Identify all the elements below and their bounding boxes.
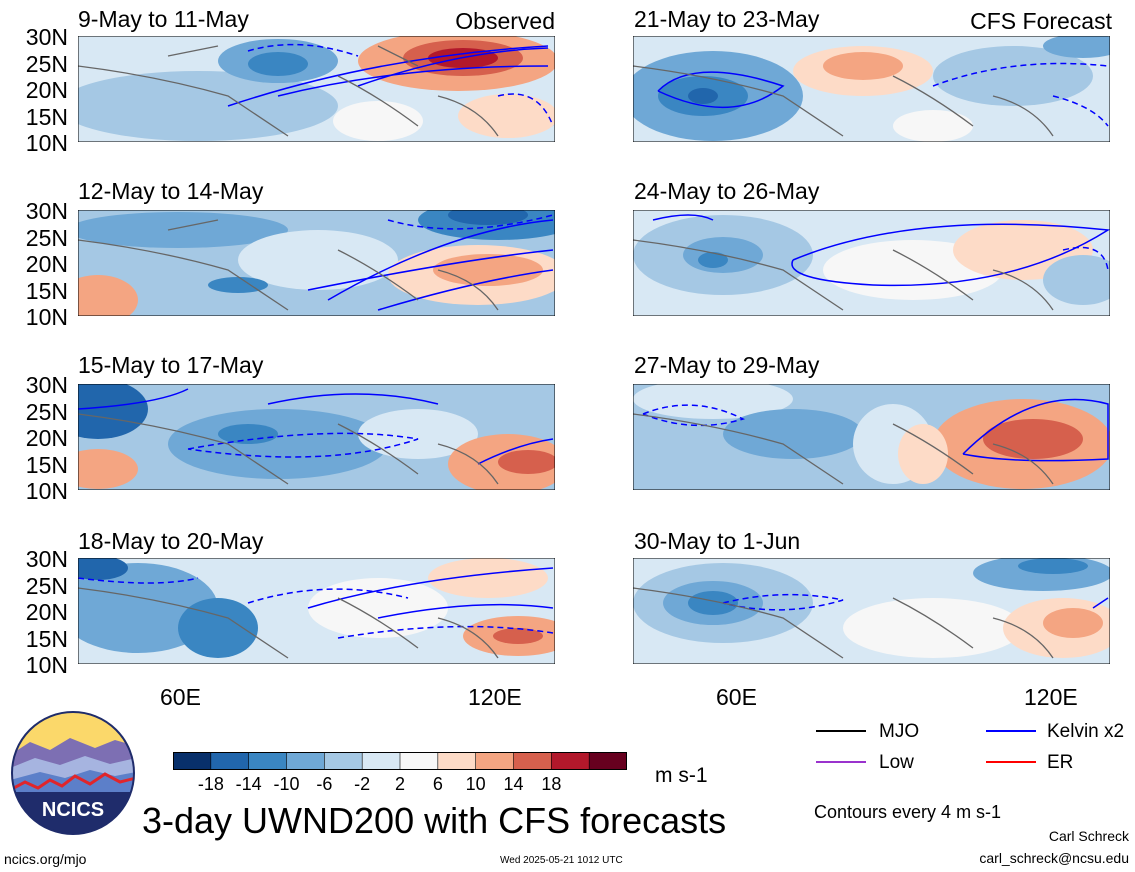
colorbar-tick-label: 6 [432,774,443,794]
legend-swatch-low [816,761,866,763]
colorbar-swatch [399,751,439,771]
author-name: Carl Schreck [1048,828,1129,844]
colorbar-tick-label: -14 [235,774,262,794]
colorbar [172,751,628,771]
lat-label-15n: 15N [25,452,68,478]
legend-label-kelvin: Kelvin x2 [1047,721,1125,742]
legend-label-low: Low [879,752,914,773]
map-panel-forecast-3 [633,384,1110,490]
lat-label-20n: 20N [25,599,68,625]
lat-label-10n: 10N [25,130,68,156]
panel-title-4: 18-May to 20-May [78,528,264,554]
figure-title: 3-day UWND200 with CFS forecasts [142,800,727,841]
timestamp: Wed 2025-05-21 1012 UTC [500,855,623,866]
panel-title-1: 9-May to 11-May [78,6,249,32]
logo-text: NCICS [42,799,104,821]
colorbar-swatch [437,751,477,771]
colorbar-swatch [286,751,326,771]
colorbar-tick-label: -10 [273,774,300,794]
colorbar-swatch [324,751,363,771]
legend-swatch-mjo [816,730,866,732]
lat-label-10n: 10N [25,304,68,330]
panel-title-5: 21-May to 23-May [634,6,820,32]
legend-label-mjo: MJO [879,721,920,742]
panel-title-2: 12-May to 14-May [78,178,264,204]
colorbar-tick-label: -6 [316,774,333,794]
lat-label-15n: 15N [25,278,68,304]
panel-title-6: 24-May to 26-May [634,178,820,204]
colorbar-swatch [475,751,515,771]
colorbar-swatch [588,751,628,771]
forecast-tag: CFS Forecast [970,8,1112,34]
observed-tag: Observed [455,8,555,34]
colorbar-tick-label: 2 [394,774,406,794]
ncics-logo: NCICS [11,711,135,835]
legend-swatch-kelvin [986,730,1036,732]
lat-label-15n: 15N [25,626,68,652]
colorbar-tick-label: 10 [465,774,486,794]
units-label: m s-1 [655,764,708,787]
lat-label-25n: 25N [25,573,68,599]
map-panel-observed-1 [78,36,555,142]
lon-label-120e-left: 120E [468,684,522,710]
lat-label-30n: 30N [25,24,68,50]
lat-label-30n: 30N [25,546,68,572]
colorbar-swatches [172,751,628,771]
lat-label-20n: 20N [25,77,68,103]
map-panel-observed-2 [78,210,555,316]
author-email[interactable]: carl_schreck@ncsu.edu [979,850,1129,866]
panel-title-8: 30-May to 1-Jun [634,528,801,554]
lat-label-25n: 25N [25,225,68,251]
lat-label-25n: 25N [25,399,68,425]
map-panel-forecast-1 [633,36,1110,142]
panel-title-3: 15-May to 17-May [78,352,264,378]
lon-label-60e-left: 60E [160,684,201,710]
colorbar-swatch [248,751,288,771]
colorbar-swatch [172,751,212,771]
site-link[interactable]: ncics.org/mjo [4,851,87,867]
lat-label-15n: 15N [25,104,68,130]
map-panel-forecast-2 [633,210,1110,316]
lat-label-10n: 10N [25,652,68,678]
lat-label-30n: 30N [25,372,68,398]
legend-label-er: ER [1047,752,1074,773]
map-panel-observed-4 [78,558,555,664]
lon-label-60e-right: 60E [716,684,757,710]
colorbar-swatch [361,751,401,771]
legend-swatch-er [986,761,1036,763]
colorbar-tick-label: 14 [503,774,524,794]
contour-note: Contours every 4 m s-1 [814,802,1002,822]
colorbar-swatch [210,751,250,771]
colorbar-tick-label: 18 [541,774,562,794]
colorbar-swatch [551,751,590,771]
panel-title-7: 27-May to 29-May [634,352,820,378]
lat-label-20n: 20N [25,251,68,277]
colorbar-swatch [513,751,553,771]
lon-label-120e-right: 120E [1024,684,1078,710]
lat-label-20n: 20N [25,425,68,451]
lat-label-25n: 25N [25,51,68,77]
colorbar-tick-label: -18 [197,774,224,794]
map-panel-forecast-4 [633,558,1110,664]
colorbar-tick-label: -2 [354,774,371,794]
lat-label-10n: 10N [25,478,68,504]
map-panel-observed-3 [78,384,555,490]
lat-label-30n: 30N [25,198,68,224]
